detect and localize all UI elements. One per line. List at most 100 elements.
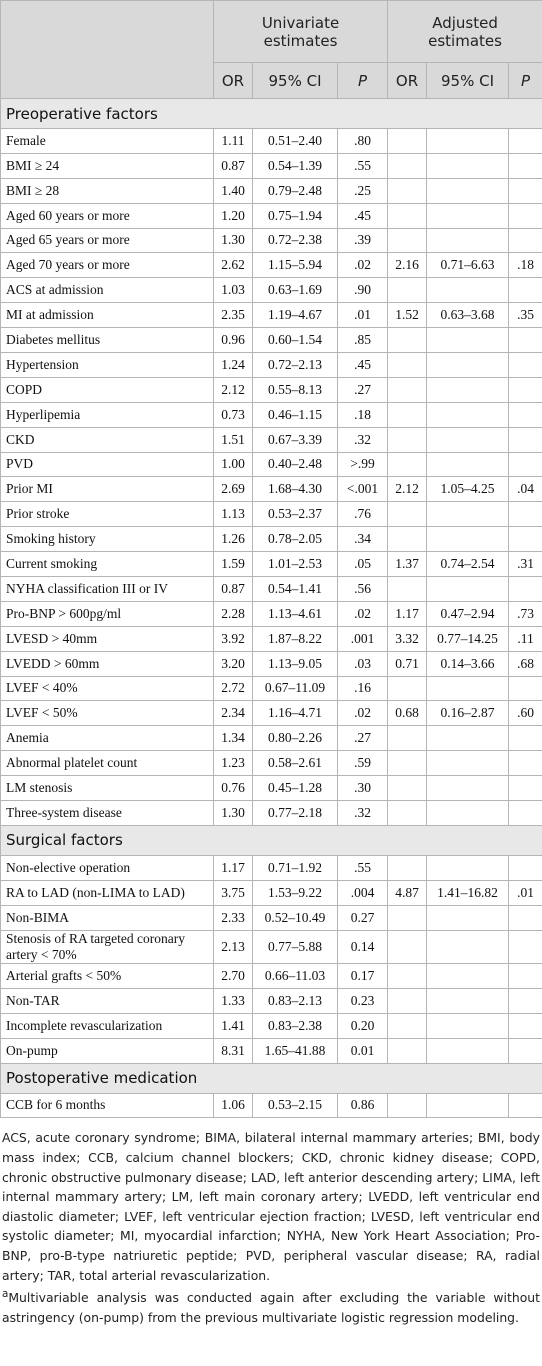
row-label: Incomplete revascularization: [0, 1012, 214, 1039]
univariate-cell: 0.83–2.38: [252, 1012, 338, 1039]
adjusted-cell: [426, 962, 510, 989]
univariate-cell: .90: [336, 277, 389, 304]
univariate-cell: .39: [336, 227, 389, 254]
adjusted-cell: [387, 401, 428, 428]
data-row: Anemia 1.34 0.80–2.26.27: [0, 725, 542, 752]
univariate-cell: 0.72–2.38: [252, 227, 338, 254]
table-body: Preoperative factors Female 1.11 0.51–2.40.…: [0, 98, 542, 1119]
univariate-cell: 2.34: [213, 700, 253, 727]
univariate-cell: 0.67–11.09: [252, 675, 338, 702]
adjusted-cell: [426, 152, 510, 179]
univariate-cell: 0.80–2.26: [252, 725, 338, 752]
header-group: Adjusted estimates: [387, 0, 542, 63]
univariate-cell: 0.63–1.69: [252, 277, 338, 304]
adjusted-cell: [426, 987, 510, 1014]
adjusted-cell: [387, 929, 428, 964]
adjusted-cell: [387, 128, 428, 154]
adjusted-cell: [426, 775, 510, 802]
univariate-cell: 0.20: [336, 1012, 389, 1039]
adjusted-cell: [387, 277, 428, 304]
data-row: BMI ≥ 28 1.40 0.79–2.48.25: [0, 177, 542, 204]
adjusted-cell: .35: [508, 302, 542, 329]
univariate-cell: .02: [336, 600, 389, 627]
adjusted-cell: [387, 725, 428, 752]
univariate-cell: .59: [336, 750, 389, 777]
univariate-cell: 0.72–2.13: [252, 352, 338, 378]
univariate-cell: .001: [336, 625, 389, 652]
adjusted-cell: [426, 501, 510, 528]
note: aMultivariable analysis was conducted ag…: [2, 1285, 540, 1327]
header-column: 95% CI: [252, 62, 338, 99]
adjusted-cell: [508, 775, 542, 802]
univariate-cell: 0.14: [336, 929, 389, 964]
univariate-cell: .45: [336, 352, 389, 378]
adjusted-cell: [387, 576, 428, 602]
univariate-cell: 3.20: [213, 650, 253, 677]
adjusted-cell: .60: [508, 700, 542, 727]
univariate-cell: 2.70: [213, 962, 253, 989]
data-row: Pro-BNP > 600pg/ml 2.28 1.13–4.61.02 1.17 0.…: [0, 600, 542, 627]
univariate-cell: 0.73: [213, 401, 253, 428]
adjusted-cell: [387, 800, 428, 826]
section-title: Postoperative medication: [0, 1062, 542, 1094]
row-label: Diabetes mellitus: [0, 327, 214, 354]
row-label: BMI ≥ 28: [0, 177, 214, 204]
adjusted-cell: 0.16–2.87: [426, 700, 510, 727]
univariate-cell: 0.87: [213, 576, 253, 602]
adjusted-cell: [387, 376, 428, 403]
row-label: MI at admission: [0, 302, 214, 329]
adjusted-cell: [508, 962, 542, 989]
data-row: CCB for 6 months 1.06 0.53–2.15 0.86: [0, 1092, 542, 1119]
univariate-cell: 0.55–8.13: [252, 376, 338, 403]
adjusted-cell: [426, 128, 510, 154]
adjusted-cell: .31: [508, 551, 542, 578]
data-row: Non-BIMA 2.33 0.52–10.49 0.27: [0, 904, 542, 931]
row-label: LVESD > 40mm: [0, 625, 214, 652]
adjusted-cell: 1.37: [387, 551, 428, 578]
adjusted-cell: [508, 376, 542, 403]
section-row: Preoperative factors: [0, 98, 542, 129]
adjusted-cell: [387, 227, 428, 254]
univariate-cell: 0.54–1.41: [252, 576, 338, 602]
adjusted-cell: 1.17: [387, 600, 428, 627]
data-row: BMI ≥ 24 0.87 0.54–1.39.55: [0, 152, 542, 179]
adjusted-cell: 3.32: [387, 625, 428, 652]
adjusted-cell: [426, 1092, 510, 1119]
data-row: Aged 60 years or more 1.20 0.75–1.94.45: [0, 202, 542, 229]
univariate-cell: .27: [336, 376, 389, 403]
univariate-cell: 2.33: [213, 904, 253, 931]
header-column: P: [508, 62, 542, 99]
adjusted-cell: .11: [508, 625, 542, 652]
row-label: CKD: [0, 426, 214, 453]
univariate-cell: 0.27: [336, 904, 389, 931]
adjusted-cell: [387, 501, 428, 528]
adjusted-cell: 0.71–6.63: [426, 252, 510, 279]
table-header: Univariate estimates Adjusted estimates …: [0, 0, 542, 99]
adjusted-cell: 0.47–2.94: [426, 600, 510, 627]
univariate-cell: <.001: [336, 476, 389, 503]
univariate-cell: 1.17: [213, 854, 253, 881]
adjusted-cell: 0.77–14.25: [426, 625, 510, 652]
univariate-cell: 1.01–2.53: [252, 551, 338, 578]
header-group-text: Univariate estimates: [261, 13, 340, 50]
univariate-cell: 0.17: [336, 962, 389, 989]
adjusted-cell: [508, 451, 542, 478]
univariate-cell: 1.26: [213, 526, 253, 553]
adjusted-cell: [387, 352, 428, 378]
adjusted-cell: [426, 352, 510, 378]
abbreviations: ACS, acute coronary syndrome; BIMA, bila…: [2, 1130, 540, 1283]
data-row: Smoking history 1.26 0.78–2.05.34: [0, 526, 542, 553]
data-row: LVEF < 40% 2.72 0.67–11.09.16: [0, 675, 542, 702]
adjusted-cell: [426, 401, 510, 428]
univariate-cell: .25: [336, 177, 389, 204]
adjusted-cell: 0.14–3.66: [426, 650, 510, 677]
univariate-cell: 0.66–11.03: [252, 962, 338, 989]
adjusted-cell: [426, 725, 510, 752]
data-row: ACS at admission 1.03 0.63–1.69.90: [0, 277, 542, 304]
header-column: OR: [213, 62, 253, 99]
data-row: Prior MI 2.69 1.68–4.30 <.001 2.12 1.05–4.25.…: [0, 476, 542, 503]
adjusted-cell: [387, 202, 428, 229]
adjusted-cell: .01: [508, 879, 542, 906]
data-row: Incomplete revascularization 1.41 0.83–2.3…: [0, 1012, 542, 1039]
